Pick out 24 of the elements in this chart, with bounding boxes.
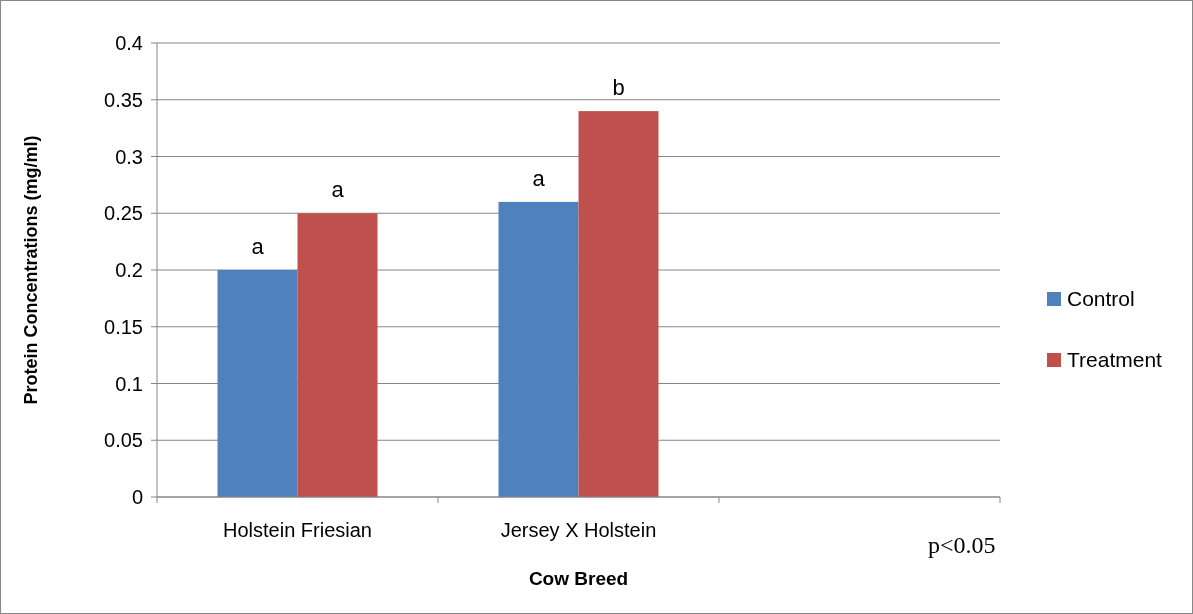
y-axis-title: Protein Concentrations (mg/ml): [21, 135, 41, 405]
annotation: a: [532, 165, 546, 191]
y-tick-label: 0.05: [104, 429, 143, 452]
bar: [297, 213, 378, 497]
x-axis-title: Cow Breed: [528, 568, 629, 589]
y-tick-label: 0.25: [104, 202, 143, 225]
y-tick-label: 0.1: [115, 372, 143, 395]
y-tick-label: 0.3: [115, 145, 143, 168]
y-tick-label: 0.2: [115, 259, 143, 281]
annotation: a: [331, 177, 345, 203]
x-tick-label: Jersey X Holstein: [500, 519, 657, 541]
legend-label: Treatment: [1067, 348, 1163, 372]
y-tick-label: 0.15: [104, 315, 143, 338]
y-tick-label: 0.35: [104, 88, 143, 111]
x-tick-label: Holstein Friesian: [223, 519, 372, 541]
y-tick-label: 0.4: [115, 32, 143, 54]
annotation: a: [251, 234, 265, 259]
legend-label: Control: [1067, 287, 1135, 311]
bar: [498, 201, 579, 497]
annotation: b: [612, 75, 625, 101]
y-tick-label: 0: [131, 486, 143, 508]
bar: [217, 270, 298, 497]
text: p<0.05: [928, 532, 996, 558]
bar: [578, 111, 659, 497]
